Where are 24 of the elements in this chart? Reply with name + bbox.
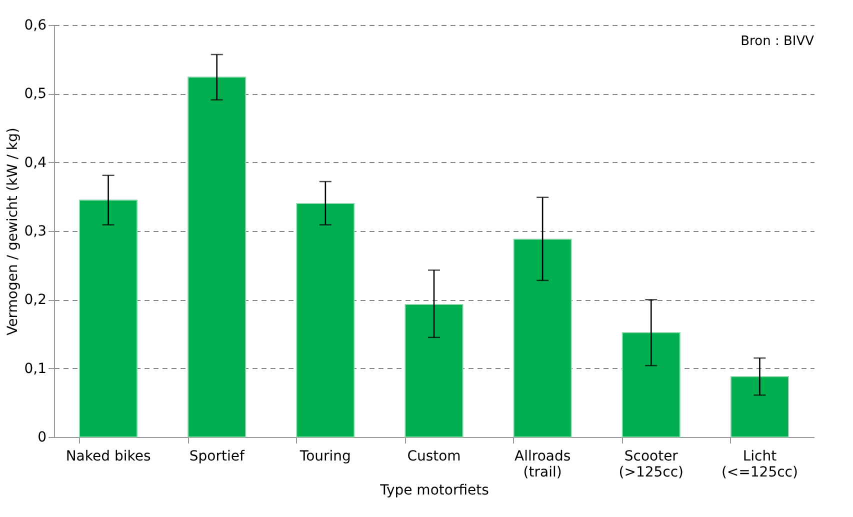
bar bbox=[730, 376, 789, 438]
bar bbox=[622, 332, 680, 438]
y-tick-label: 0 bbox=[38, 430, 46, 446]
bar bbox=[404, 304, 464, 438]
bar bbox=[79, 200, 138, 438]
y-axis-title: Vermogen / gewicht (kW / kg) bbox=[5, 128, 22, 336]
bar bbox=[513, 238, 572, 438]
x-tick-label: Custom bbox=[407, 448, 461, 464]
bar bbox=[296, 203, 355, 438]
y-tick-label: 0,6 bbox=[24, 18, 47, 34]
bar bbox=[188, 76, 246, 438]
x-tick-label: Scooter (>125cc) bbox=[618, 448, 684, 480]
annotation: Bron : BIVV bbox=[740, 34, 814, 49]
y-tick-label: 0,3 bbox=[24, 224, 46, 240]
x-tick-label: Touring bbox=[298, 448, 351, 464]
x-axis-title: Type motorfiets bbox=[379, 482, 489, 498]
y-tick-label: 0,4 bbox=[24, 154, 47, 171]
x-tick-label: Allroads (trail) bbox=[514, 448, 571, 480]
x-tick-label: Licht (<=125cc) bbox=[721, 448, 798, 480]
y-tick-label: 0,1 bbox=[24, 360, 46, 377]
y-tick-label: 0,2 bbox=[24, 292, 46, 308]
y-tick-label: 0,5 bbox=[24, 86, 46, 102]
x-tick-label: Naked bikes bbox=[66, 448, 151, 464]
x-tick-label: Sportief bbox=[189, 448, 246, 464]
